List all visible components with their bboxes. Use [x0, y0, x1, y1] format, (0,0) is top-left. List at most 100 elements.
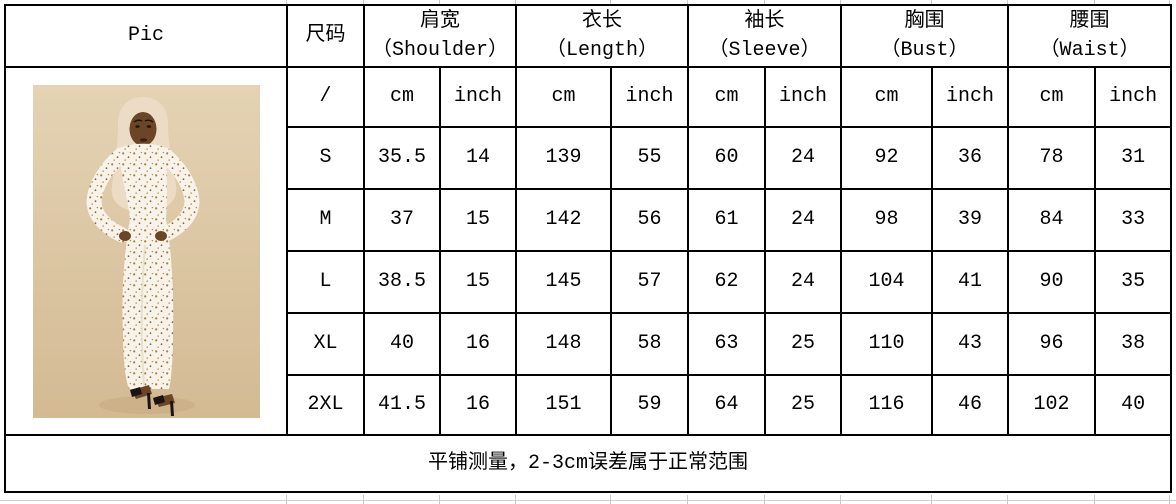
value-cell: 46	[931, 374, 1010, 436]
col-header-shoulder: 肩宽 （Shoulder）	[362, 4, 518, 68]
col-header-length: 衣长 （Length）	[515, 4, 690, 68]
value-cell: 92	[840, 126, 934, 190]
unit-slash-cell: /	[286, 66, 365, 128]
model-eye-right	[146, 124, 151, 128]
shoe-left-strap	[129, 386, 142, 397]
value-cell: 16	[438, 312, 518, 376]
value-cell: 98	[840, 188, 934, 252]
spreadsheet-gridline	[931, 495, 932, 504]
value-cell: 25	[764, 374, 843, 436]
spreadsheet-gridline	[1169, 495, 1170, 504]
value-cell: 116	[840, 374, 934, 436]
floor-shadow	[98, 395, 195, 414]
header-en-waist: （Waist）	[1039, 39, 1140, 62]
value-cell: 145	[515, 250, 613, 314]
spreadsheet-gridline	[1007, 495, 1008, 504]
size-cell: S	[286, 126, 365, 190]
model-dress	[118, 143, 173, 389]
product-photo	[32, 84, 260, 418]
value-cell: 60	[687, 126, 767, 190]
value-cell: 96	[1007, 312, 1097, 376]
size-chart-table: Pic 尺码 肩宽 （Shoulder） 衣长 （Length） 袖长 （Sle…	[3, 4, 1173, 493]
size-cell: M	[286, 188, 365, 252]
spreadsheet-gridline	[764, 495, 765, 504]
size-row-2xl: 2XL 41.5 16 151 59 64 25 116 46 102 40	[5, 374, 1173, 436]
header-en-shoulder: （Shoulder）	[372, 39, 509, 62]
model-figure	[85, 96, 200, 416]
value-cell: 78	[1007, 126, 1097, 190]
size-cell: 2XL	[286, 374, 365, 436]
spreadsheet-gridline	[515, 0, 516, 4]
spreadsheet-gridline	[363, 0, 364, 4]
spreadsheet-gridline	[610, 0, 611, 4]
value-cell: 139	[515, 126, 613, 190]
spreadsheet-gridline	[439, 0, 440, 4]
shoe-left-heel	[146, 392, 151, 409]
spreadsheet-gridline	[515, 495, 516, 504]
unit-cm-cell: cm	[687, 66, 767, 128]
model-arm-left	[85, 147, 129, 242]
spreadsheet-gridline	[610, 495, 611, 504]
value-cell: 36	[931, 126, 1010, 190]
model-hand-left	[118, 230, 131, 241]
spreadsheet-gridline	[286, 0, 287, 4]
value-cell: 102	[1007, 374, 1097, 436]
value-cell: 57	[610, 250, 690, 314]
spreadsheet-gridline	[1094, 0, 1095, 4]
value-cell: 41	[931, 250, 1010, 314]
value-cell: 43	[931, 312, 1010, 376]
value-cell: 59	[610, 374, 690, 436]
pic-header-cell: Pic	[4, 4, 288, 68]
size-cell: XL	[286, 312, 365, 376]
value-cell: 33	[1094, 188, 1173, 252]
header-row: Pic 尺码 肩宽 （Shoulder） 衣长 （Length） 袖长 （Sle…	[4, 4, 1173, 68]
value-cell: 37	[363, 188, 441, 252]
value-cell: 142	[515, 188, 613, 252]
model-lips	[139, 137, 147, 142]
value-cell: 90	[1007, 250, 1097, 314]
value-cell: 84	[1007, 188, 1097, 252]
model-eye-left	[134, 124, 140, 128]
value-cell: 64	[687, 374, 767, 436]
value-cell: 58	[610, 312, 690, 376]
size-row-m: M 37 15 142 56 61 24 98 39 84 33	[5, 188, 1173, 252]
model-hand-right	[154, 230, 167, 241]
spreadsheet-gridline	[439, 495, 440, 504]
spreadsheet-gridline	[687, 495, 688, 504]
spreadsheet-gridline	[1169, 0, 1170, 4]
value-cell: 61	[687, 188, 767, 252]
value-cell: 25	[764, 312, 843, 376]
spreadsheet-gridline	[363, 495, 364, 504]
spreadsheet-gridline	[687, 0, 688, 4]
header-zh-shoulder: 肩宽	[420, 10, 460, 33]
size-cell: L	[286, 250, 365, 314]
product-photo-cell	[4, 66, 288, 436]
footer-note: 平铺测量，2-3cm误差属于正常范围	[3, 434, 1173, 493]
value-cell: 35.5	[363, 126, 441, 190]
size-row-xl: XL 40 16 148 58 63 25 110 43 96 38	[5, 312, 1173, 376]
col-header-waist: 腰围 （Waist）	[1007, 4, 1173, 68]
value-cell: 31	[1094, 126, 1173, 190]
spreadsheet-gridline	[0, 500, 1176, 501]
dress-fold	[140, 244, 146, 385]
model-shoes	[129, 384, 175, 416]
value-cell: 39	[931, 188, 1010, 252]
value-cell: 40	[1094, 374, 1173, 436]
model-arm-right	[156, 147, 200, 242]
header-zh-length: 衣长	[582, 10, 623, 33]
value-cell: 104	[840, 250, 934, 314]
model-brow-left	[133, 119, 142, 123]
header-en-bust: （Bust）	[880, 39, 969, 62]
unit-cm-cell: cm	[840, 66, 934, 128]
value-cell: 24	[764, 250, 843, 314]
value-cell: 40	[363, 312, 441, 376]
value-cell: 148	[515, 312, 613, 376]
size-header-cell: 尺码	[286, 4, 365, 68]
value-cell: 38.5	[363, 250, 441, 314]
footer-row: 平铺测量，2-3cm误差属于正常范围	[3, 434, 1173, 493]
spreadsheet-gridline	[1007, 0, 1008, 4]
unit-inch-cell: inch	[764, 66, 843, 128]
spreadsheet-gridline	[1094, 495, 1095, 504]
col-header-bust: 胸围 （Bust）	[840, 4, 1010, 68]
